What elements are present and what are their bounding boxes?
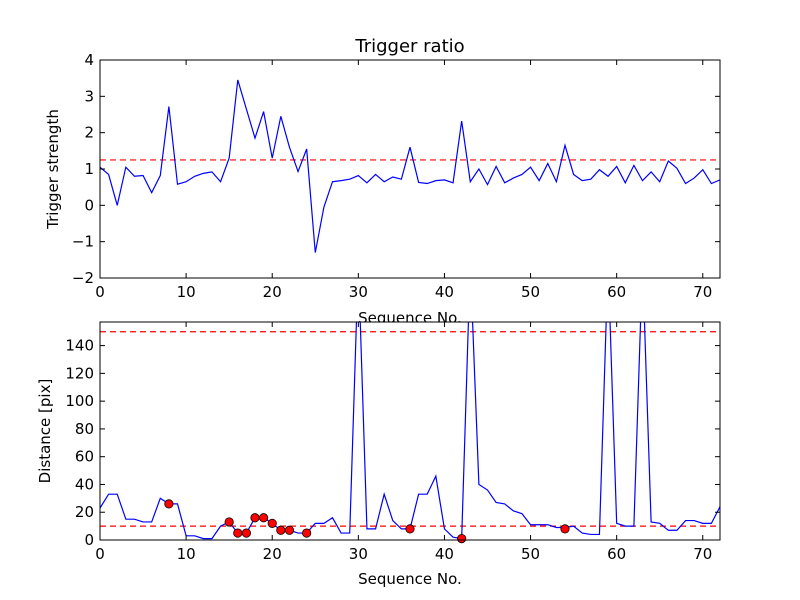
- top-x-tick-label: 50: [521, 283, 540, 301]
- bottom-y-tick-label: 80: [75, 420, 94, 438]
- bottom-axes-frame: [99, 321, 721, 541]
- top-x-tick-label: 20: [263, 283, 282, 301]
- bottom-marker-12: [560, 524, 570, 534]
- bottom-x-tick-label: 0: [95, 545, 105, 563]
- top-x-tick-label: 40: [435, 283, 454, 301]
- bottom-marker-2: [233, 528, 243, 538]
- top-x-tick-label: 0: [95, 283, 105, 301]
- bottom-marker-4: [250, 513, 260, 523]
- bottom-x-axis-label: Sequence No.: [358, 570, 462, 588]
- bottom-panel: 0 10 20 30 40 50 60 70 0 20 40 60 80 100 120 140 Seque…: [36, 321, 721, 588]
- top-series-line-0: [100, 79, 720, 253]
- bottom-y-tick-label: 120: [65, 364, 94, 382]
- bottom-x-tick-label: 10: [177, 545, 196, 563]
- bottom-x-ticks: 0 10 20 30 40 50 60 70: [95, 322, 712, 563]
- top-x-tick-label: 70: [693, 283, 712, 301]
- top-y-tick-label: −2: [72, 269, 94, 287]
- bottom-marker-3: [241, 528, 251, 538]
- bottom-marker-1: [224, 517, 234, 527]
- bottom-x-tick-label: 70: [693, 545, 712, 563]
- top-y-tick-label: −1: [72, 233, 94, 251]
- bottom-y-tick-label: 140: [65, 337, 94, 355]
- bottom-x-tick-label: 20: [263, 545, 282, 563]
- bottom-x-tick-label: 30: [349, 545, 368, 563]
- top-panel: Trigger ratio 0 10 20 30 40 50 60 70 −2−101234 …: [44, 36, 721, 327]
- top-y-tick-label: 3: [84, 87, 94, 105]
- bottom-y-tick-label: 0: [84, 531, 94, 549]
- top-y-ticks: −2 −1 0 1 2 3 4: [72, 51, 720, 287]
- bottom-marker-0: [164, 499, 174, 509]
- bottom-marker-11: [457, 534, 467, 544]
- bottom-y-tick-label: 20: [75, 503, 94, 521]
- top-clipped-marks: [100, 79, 720, 253]
- top-x-tick-label: 60: [607, 283, 626, 301]
- bottom-y-ticks: 0 20 40 60 80 100 120 140: [65, 337, 720, 549]
- bottom-marker-10: [405, 524, 415, 534]
- bottom-plot-area: [100, 322, 720, 544]
- top-y-tick-label: 4: [84, 51, 94, 69]
- top-plot-area: [100, 79, 720, 253]
- top-x-ticks: 0 10 20 30 40 50 60 70: [95, 60, 712, 301]
- top-y-tick-label: 0: [84, 196, 94, 214]
- bottom-marker-8: [284, 525, 295, 535]
- chart-title: Trigger ratio: [354, 36, 464, 57]
- bottom-marker-6: [267, 518, 277, 528]
- bottom-y-axis-label: Distance [pix]: [36, 379, 54, 484]
- bottom-y-tick-label: 40: [75, 475, 94, 493]
- bottom-y-tick-label: 100: [65, 392, 94, 410]
- top-y-tick-label: 1: [84, 160, 94, 178]
- bottom-axes-background: [100, 322, 720, 540]
- top-y-axis-label: Trigger strength: [44, 109, 62, 230]
- top-x-tick-label: 30: [349, 283, 368, 301]
- bottom-marker-7: [276, 525, 286, 535]
- top-axes-frame: [99, 59, 721, 279]
- bottom-marker-9: [302, 528, 312, 538]
- bottom-x-tick-label: 40: [435, 545, 454, 563]
- top-x-tick-label: 10: [177, 283, 196, 301]
- bottom-x-tick-label: 60: [607, 545, 626, 563]
- bottom-x-tick-label: 50: [521, 545, 540, 563]
- bottom-y-tick-label: 60: [75, 448, 94, 466]
- bottom-marker-5: [259, 513, 269, 523]
- top-y-tick-label: 2: [84, 124, 94, 142]
